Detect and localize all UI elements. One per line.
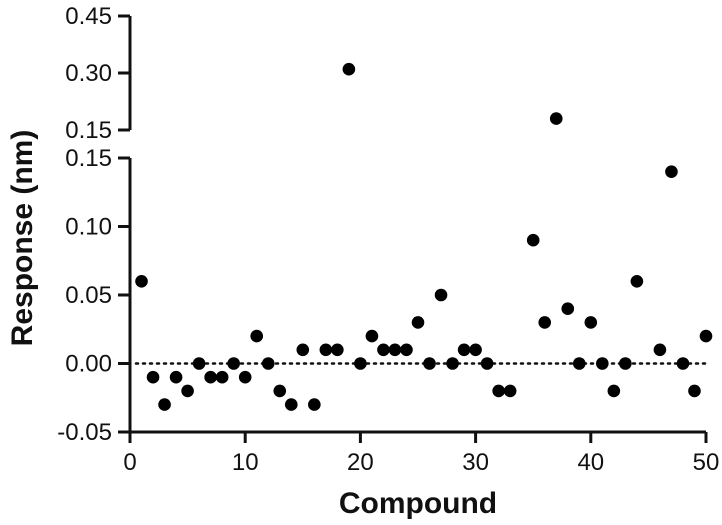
x-tick-label: 40 bbox=[577, 449, 604, 476]
y-tick-label-upper: 0.30 bbox=[65, 60, 112, 87]
data-point bbox=[400, 343, 413, 357]
y-tick-label-lower: 0.05 bbox=[65, 282, 112, 309]
x-tick-label: 20 bbox=[347, 449, 374, 476]
data-point bbox=[377, 343, 390, 357]
data-point bbox=[503, 384, 517, 398]
y-tick-label-upper: 0.15 bbox=[65, 117, 112, 144]
data-point bbox=[423, 357, 436, 370]
y-tick-label-lower: 0.00 bbox=[65, 351, 112, 378]
data-point bbox=[284, 398, 298, 411]
data-point bbox=[492, 384, 505, 398]
x-tick-label: 0 bbox=[123, 449, 136, 476]
y-tick-label-lower: -0.05 bbox=[57, 419, 112, 446]
data-point bbox=[630, 275, 644, 288]
data-point bbox=[584, 316, 598, 329]
y-tick-label-lower: 0.10 bbox=[65, 214, 112, 241]
data-point bbox=[434, 288, 448, 302]
data-point bbox=[261, 357, 275, 370]
axis-ticks bbox=[118, 14, 708, 443]
data-point bbox=[653, 343, 667, 357]
data-point bbox=[250, 329, 264, 343]
x-tick-label: 50 bbox=[693, 449, 720, 476]
data-point bbox=[607, 384, 621, 398]
data-point bbox=[146, 370, 160, 384]
data-point bbox=[227, 357, 240, 370]
axis-tick-labels: -0.05 0.00 0.05 0.10 0.150.15 0.30 0.45 0 10 20 30… bbox=[57, 3, 719, 476]
data-point bbox=[549, 112, 563, 125]
data-point bbox=[665, 165, 678, 178]
data-point bbox=[192, 357, 206, 370]
x-tick-label: 10 bbox=[232, 449, 259, 476]
data-point bbox=[169, 370, 183, 384]
data-point bbox=[572, 357, 586, 370]
data-point bbox=[596, 357, 609, 370]
data-point bbox=[296, 343, 310, 357]
data-point bbox=[204, 370, 217, 384]
data-point bbox=[538, 316, 552, 329]
data-point bbox=[158, 398, 171, 411]
data-point bbox=[215, 370, 229, 384]
data-point bbox=[319, 343, 333, 357]
data-point bbox=[331, 343, 344, 357]
x-tick-label: 30 bbox=[462, 449, 489, 476]
data-point bbox=[480, 357, 494, 370]
data-point bbox=[457, 343, 471, 357]
data-point bbox=[135, 275, 148, 288]
data-point bbox=[446, 357, 459, 370]
data-point bbox=[411, 316, 425, 329]
x-axis-title: Compound bbox=[339, 487, 497, 520]
data-point bbox=[526, 233, 540, 247]
data-point bbox=[273, 384, 287, 398]
axes bbox=[128, 16, 706, 434]
data-point bbox=[388, 343, 402, 357]
data-point bbox=[561, 302, 575, 316]
data-point bbox=[181, 384, 194, 398]
data-point bbox=[354, 357, 367, 370]
data-point bbox=[308, 398, 321, 411]
data-points bbox=[135, 62, 713, 411]
data-point bbox=[469, 343, 482, 357]
data-point bbox=[619, 357, 632, 370]
data-point bbox=[238, 370, 252, 384]
y-tick-label-upper: 0.45 bbox=[65, 3, 112, 30]
data-point bbox=[688, 384, 701, 398]
data-point bbox=[699, 329, 713, 343]
y-axis-title: Response (nm) bbox=[6, 130, 39, 347]
data-point bbox=[342, 62, 356, 76]
y-tick-label-lower: 0.15 bbox=[65, 145, 112, 172]
data-point bbox=[676, 357, 690, 370]
data-point bbox=[365, 329, 379, 343]
